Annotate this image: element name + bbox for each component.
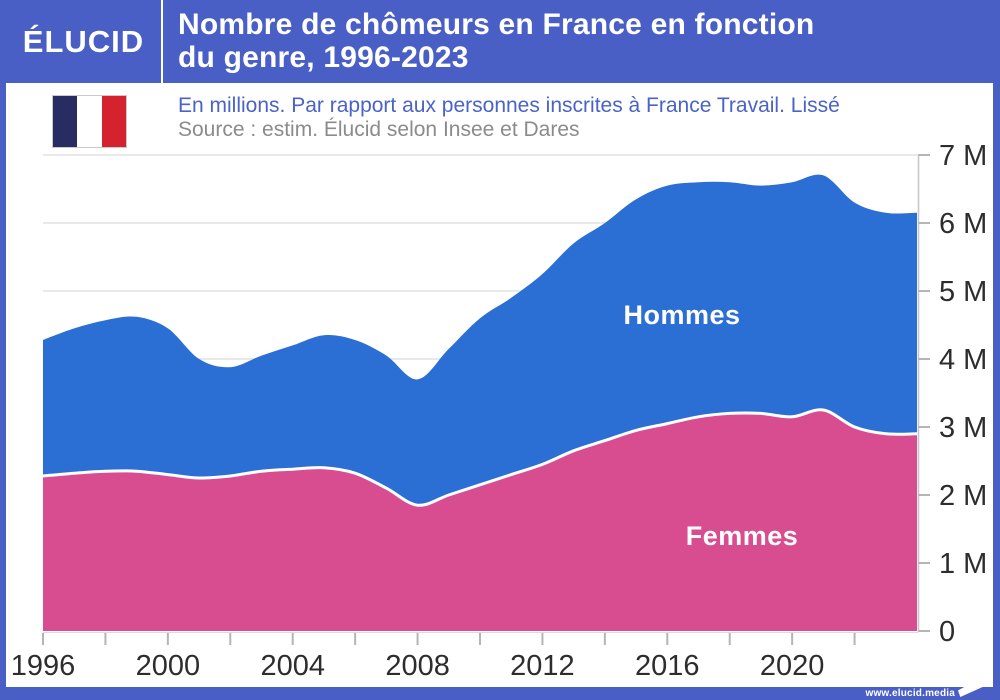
chart-title-line1: Nombre de chômeurs en France en fonction [178, 8, 815, 41]
femmes-top-line [42, 408, 918, 507]
chart-title-line2: du genre, 1996-2023 [178, 41, 469, 74]
x-axis-label: 2008 [385, 650, 450, 682]
y-axis-label: 5 M [939, 276, 987, 308]
femmes-area [43, 409, 917, 631]
y-axis-label: 1 M [939, 548, 987, 580]
hommes-series-label: Hommes [623, 300, 741, 330]
header-bar: ÉLUCID Nombre de chômeurs en France en f… [0, 0, 1000, 83]
y-axis-label: 7 M [939, 140, 987, 172]
chart-subtitle: En millions. Par rapport aux personnes i… [178, 94, 978, 142]
subtitle-text: En millions. Par rapport aux personnes i… [178, 94, 840, 117]
frame-border-left [0, 83, 6, 687]
elucid-logo-text: ÉLUCID [22, 23, 145, 59]
y-axis-label: 3 M [939, 412, 987, 444]
x-axis-label: 2000 [136, 650, 201, 682]
x-axis-label: 2016 [635, 650, 700, 682]
x-axis-label: 2012 [510, 650, 575, 682]
french-flag-icon [52, 95, 127, 148]
x-axis-label: 2004 [260, 650, 325, 682]
flag-white-stripe [77, 96, 102, 147]
x-axis-label: 2020 [760, 650, 825, 682]
chart-title: Nombre de chômeurs en France en fonction… [163, 0, 1000, 83]
footer-url[interactable]: www.elucid.media [865, 688, 955, 699]
femmes-series-label: Femmes [685, 521, 799, 551]
flag-blue-stripe [53, 96, 78, 147]
y-axis-label: 4 M [939, 344, 987, 376]
y-axis-label: 2 M [939, 480, 987, 512]
footer-bar [0, 687, 1000, 700]
x-axis-label: 1996 [11, 650, 76, 682]
flag-red-stripe [101, 96, 126, 147]
header-divider [161, 0, 163, 83]
y-axis-label: 6 M [939, 208, 987, 240]
frame-border-right [993, 83, 1000, 687]
source-text: Source : estim. Élucid selon Insee et Da… [178, 118, 580, 141]
elucid-logo: ÉLUCID [0, 0, 161, 83]
y-axis-label: 0 [939, 616, 955, 648]
